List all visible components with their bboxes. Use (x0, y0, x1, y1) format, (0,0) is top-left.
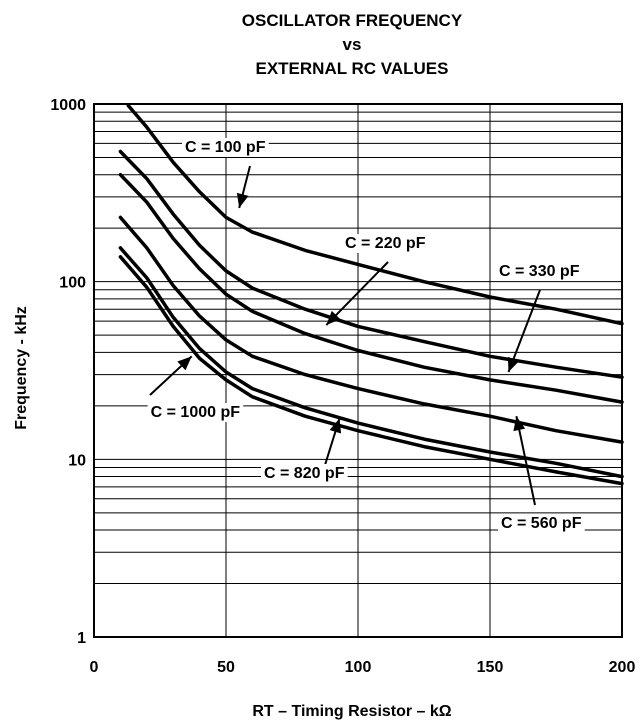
annotation-arrow (507, 289, 541, 373)
annotation-arrowhead (507, 356, 520, 373)
annotation-label-background (496, 262, 583, 281)
annotation-label: C = 820 pF (264, 465, 345, 482)
x-axis-label: RT – Timing Resistor – kΩ (252, 703, 451, 720)
annotation-label: C = 560 pF (501, 515, 582, 532)
chart-title-line-1: OSCILLATOR FREQUENCY (242, 11, 463, 30)
annotation-arrowhead (513, 416, 526, 432)
chart-title-line-3: EXTERNAL RC VALUES (255, 59, 448, 78)
annotation-arrow (515, 415, 536, 506)
series-curves (118, 103, 624, 486)
annotation-label: C = 1000 pF (151, 404, 241, 421)
annotation-arrows (149, 165, 541, 506)
y-tick-label: 100 (59, 275, 86, 292)
annotation-label-background (498, 514, 585, 533)
chart-title-line-2: vs (343, 35, 362, 54)
series-line (118, 215, 624, 444)
series-line (118, 255, 624, 486)
series-line (118, 172, 624, 404)
annotation-label: C = 330 pF (499, 263, 580, 280)
series-line (126, 103, 624, 326)
x-tick-label: 0 (90, 659, 99, 676)
x-tick-label: 100 (345, 659, 372, 676)
series-line (118, 246, 624, 479)
x-tick-label: 200 (609, 659, 636, 676)
plot-frame (93, 103, 623, 638)
annotation-arrowhead (236, 192, 249, 208)
y-tick-label: 10 (68, 452, 86, 469)
annotation-arrow (325, 261, 389, 326)
annotation-label-background (147, 403, 244, 422)
y-tick-label: 1000 (50, 97, 86, 114)
annotation-label: C = 100 pF (185, 139, 266, 156)
grid (94, 104, 622, 637)
series-line (118, 149, 624, 379)
y-tick-label: 1 (77, 630, 86, 647)
tick-labels: 0 50 100 150 200 1 10 100 1000 (50, 97, 635, 676)
annotation-arrowhead (177, 356, 192, 371)
annotation-label-background (342, 234, 429, 253)
annotation-labels: C = 100 pF C = 220 pF C = 330 pF C = 560 pF… (147, 138, 585, 533)
y-axis-label: Frequency - kHz (13, 306, 30, 430)
x-tick-label: 150 (477, 659, 504, 676)
annotation-arrowhead (329, 418, 342, 434)
annotation-label: C = 220 pF (345, 235, 426, 252)
annotation-label-background (261, 464, 348, 483)
x-tick-label: 50 (217, 659, 235, 676)
annotation-arrowhead (326, 310, 341, 326)
annotation-label-background (182, 138, 269, 157)
